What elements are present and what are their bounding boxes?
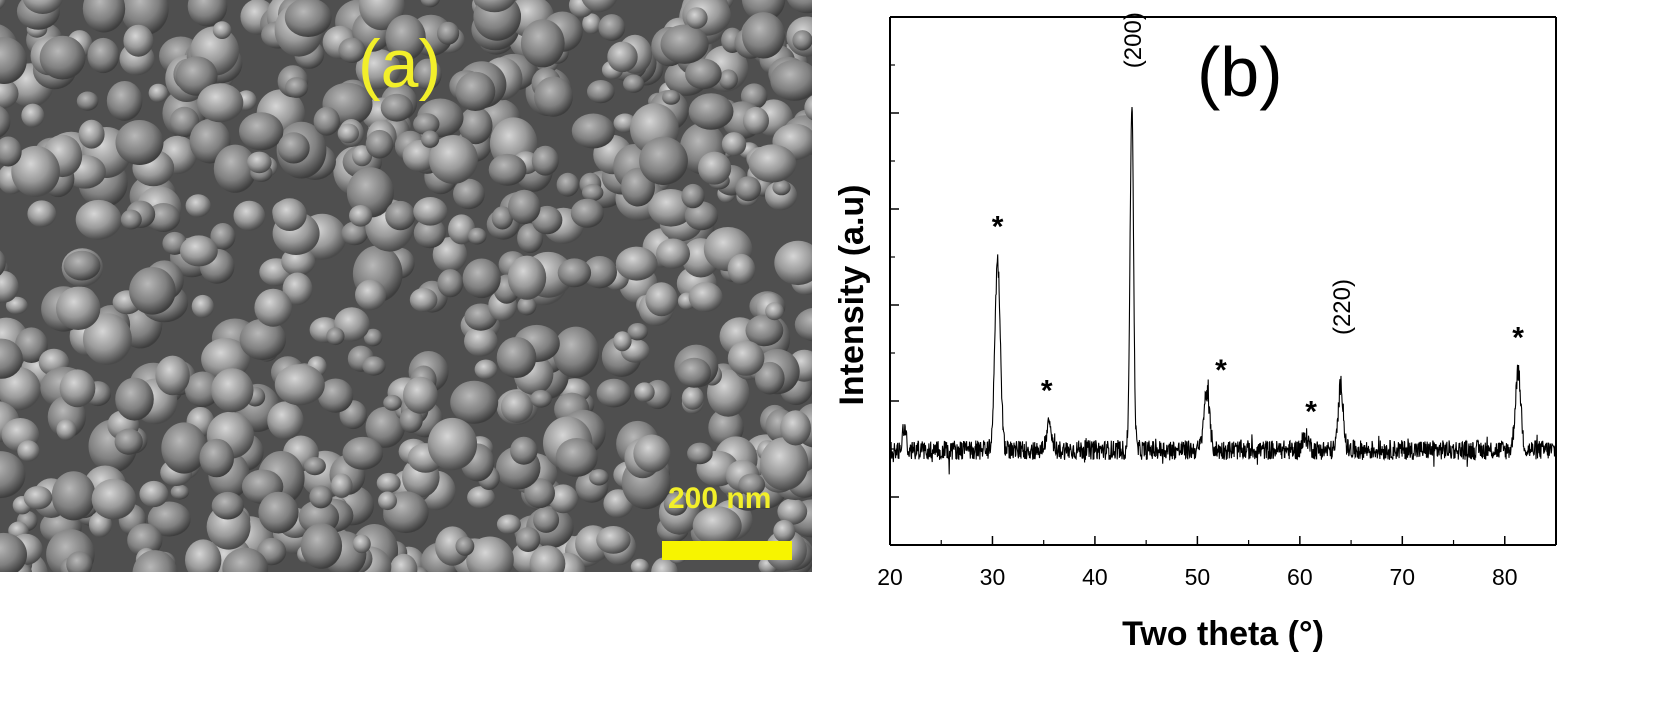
x-tick-label: 60 — [1287, 564, 1313, 590]
x-axis-title: Two theta (°) — [1122, 615, 1324, 653]
impurity-marker: * — [1512, 321, 1524, 354]
impurity-marker: * — [992, 211, 1004, 244]
scale-bar — [662, 541, 792, 560]
peak-index-label: (220) — [1329, 279, 1356, 335]
impurity-marker: * — [1305, 395, 1317, 428]
x-tick-label: 20 — [877, 564, 903, 590]
x-tick-label: 40 — [1082, 564, 1108, 590]
x-tick-label: 80 — [1492, 564, 1518, 590]
peak-index-label: (200) — [1120, 12, 1147, 68]
panel-a-label: (a) — [358, 26, 442, 102]
x-tick-label: 30 — [980, 564, 1006, 590]
xrd-series-line — [889, 106, 1557, 475]
panel-b-label: (b) — [1197, 33, 1283, 111]
scale-bar-label: 200 nm — [668, 482, 772, 515]
x-tick-label: 50 — [1185, 564, 1211, 590]
impurity-marker: * — [1041, 375, 1053, 408]
y-axis-title: Intensity (a.u) — [833, 184, 871, 405]
x-tick-label: 70 — [1390, 564, 1416, 590]
sem-image-panel: (a) 200 nm — [0, 0, 812, 572]
impurity-marker: * — [1215, 354, 1227, 387]
